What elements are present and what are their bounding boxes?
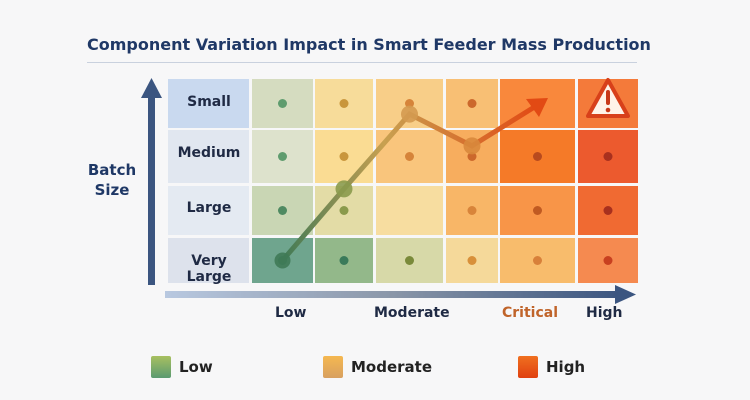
cell-dot	[467, 99, 477, 108]
cell-dot	[467, 152, 477, 161]
cell-dot	[339, 256, 349, 265]
title-divider	[87, 62, 637, 63]
cell-dot	[603, 152, 613, 161]
legend-label-low: Low	[179, 358, 213, 376]
trend-point	[274, 252, 291, 269]
cell-dot	[339, 99, 349, 108]
cell-dot	[339, 206, 349, 215]
row-label-cell	[168, 79, 249, 128]
legend-item-moderate: Moderate	[323, 356, 432, 378]
legend-swatch-high	[518, 356, 538, 378]
cell-dot	[533, 206, 542, 215]
cell-dot	[405, 256, 414, 265]
x-tick-moderate: Moderate	[374, 305, 450, 321]
cell-dot	[339, 152, 349, 161]
warning-triangle-icon	[586, 78, 630, 118]
row-label-cell	[168, 186, 249, 235]
cell-dot	[405, 206, 414, 215]
legend-label-high: High	[546, 358, 586, 376]
trend-arrow-line	[280, 103, 539, 263]
trend-point	[463, 137, 481, 155]
row-label-very-large: Very Large	[186, 253, 232, 285]
legend-swatch-low	[151, 356, 171, 378]
x-tick-low: Low	[275, 305, 307, 321]
legend-swatch-moderate	[323, 356, 343, 378]
row-label-small: Small	[187, 94, 231, 110]
cell-dot	[278, 99, 287, 108]
cell-dot	[467, 206, 477, 215]
y-axis-arrow-head	[141, 78, 162, 98]
x-axis-arrow-head	[615, 285, 636, 304]
legend-item-high: High	[518, 356, 585, 378]
cell-dot	[467, 256, 477, 265]
row-label-medium: Medium	[177, 145, 241, 161]
chart-title: Component Variation Impact in Smart Feed…	[87, 35, 651, 54]
y-axis-arrow-shaft	[148, 95, 155, 285]
row-label-large: Large	[186, 200, 232, 216]
cell-dot	[278, 206, 287, 215]
cell-dot	[533, 256, 542, 265]
cell-dot	[533, 152, 542, 161]
cell-dot	[603, 206, 613, 215]
legend-item-low: Low	[151, 356, 213, 378]
trend-point	[335, 180, 353, 198]
cell-dot	[405, 99, 414, 108]
trend-point	[401, 105, 418, 123]
x-tick-critical: Critical	[502, 305, 559, 321]
trend-arrow-head	[526, 98, 548, 117]
cell-dot	[405, 152, 414, 161]
x-tick-high: High	[586, 305, 623, 321]
cell-dot	[603, 256, 613, 265]
y-axis-label: Batch Size	[87, 161, 137, 199]
legend-label-moderate: Moderate	[351, 358, 433, 376]
x-axis-arrow-shaft	[165, 291, 620, 298]
row-label-cell	[168, 238, 249, 283]
row-label-cell	[168, 130, 249, 183]
cell-dot	[278, 152, 287, 161]
